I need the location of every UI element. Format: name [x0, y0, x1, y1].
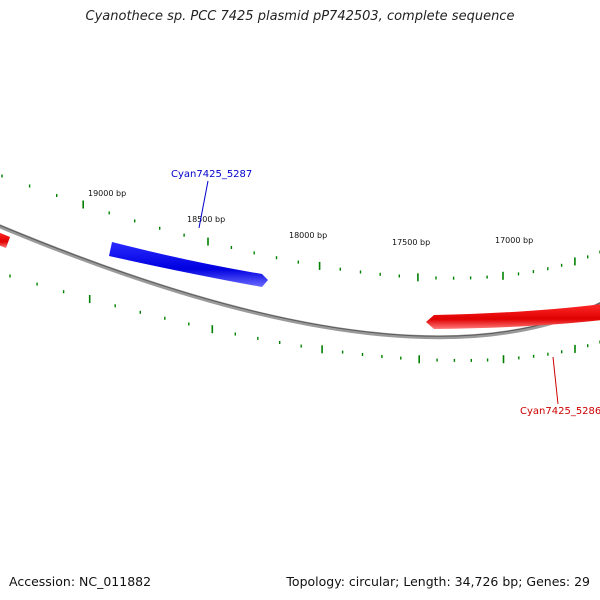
scale-label-19000: 19000 bp [88, 189, 126, 198]
gene-arrow-left-fragment[interactable] [0, 232, 10, 248]
gene-arrow-cyan7425-5286[interactable] [426, 304, 600, 329]
gene-arrow-cyan7425-5287[interactable] [109, 242, 268, 287]
scale-label-17000: 17000 bp [495, 236, 533, 245]
accession-text: Accession: NC_011882 [9, 574, 152, 589]
gene-label-line-5287 [198, 180, 209, 229]
gene-label-cyan7425-5286[interactable]: Cyan7425_5286 [520, 406, 600, 417]
scale-label-18000: 18000 bp [289, 231, 327, 240]
gene-label-line-5286 [552, 356, 559, 405]
gene-label-cyan7425-5287[interactable]: Cyan7425_5287 [171, 169, 252, 180]
scale-label-17500: 17500 bp [392, 238, 430, 247]
map-title: Cyanothece sp. PCC 7425 plasmid pP742503… [85, 9, 515, 24]
topology-summary: Topology: circular; Length: 34,726 bp; G… [286, 574, 590, 589]
inner-scale-ticks [9, 274, 600, 364]
scale-label-18500: 18500 bp [187, 215, 225, 224]
outer-scale-ticks [1, 174, 600, 282]
